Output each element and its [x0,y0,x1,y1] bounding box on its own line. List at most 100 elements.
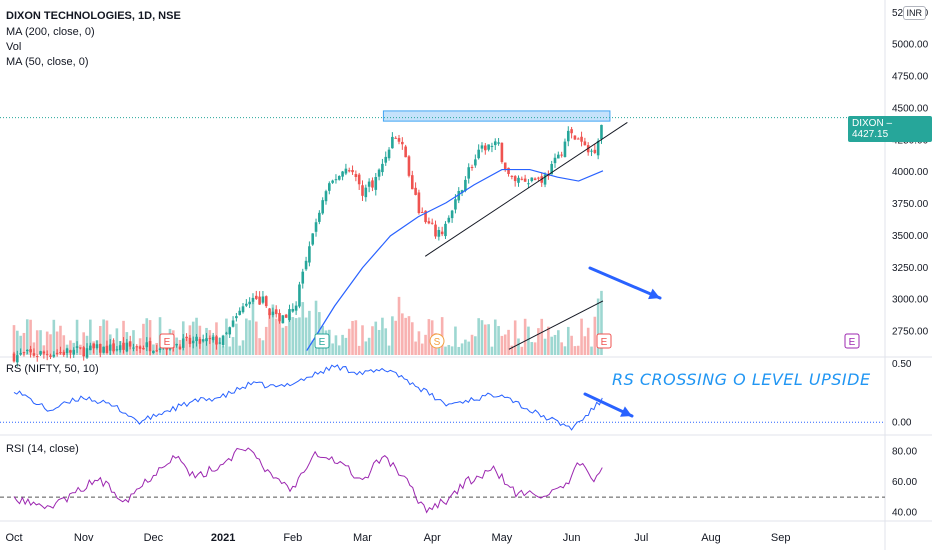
candle-body [470,166,474,168]
candle-body [331,180,334,183]
time-tick-label: Nov [74,532,94,544]
candle-body [95,344,99,348]
candle-body [311,233,315,245]
time-tick-label: Jun [563,532,581,544]
price-tick-label: 2750.00 [892,327,929,338]
volume-bar [374,321,378,355]
volume-bar [35,330,39,355]
volume-bar [268,312,271,355]
volume-bar [543,338,547,355]
candle-body [62,351,66,355]
candle-body [211,336,215,341]
candle-body [474,159,477,166]
volume-bar [394,320,397,355]
candle-body [258,296,261,305]
volume-bar [201,339,205,355]
earnings-marker [314,333,330,349]
volume-bar [145,318,149,355]
candle-body [354,174,358,177]
volume-bar [470,334,474,355]
candle-body [294,305,298,311]
resistance-zone-layer[interactable] [382,110,611,122]
candle-body [437,230,441,237]
time-tick-label: Feb [283,532,302,544]
candle-body [444,223,447,237]
candle-body [175,344,178,346]
candle-body [79,347,82,349]
volume-bar [364,341,368,355]
candle-body [547,174,550,177]
candle-body [357,174,361,185]
candle-body [22,352,26,354]
volume-bar [75,319,79,355]
candle-body [454,199,457,210]
price-tick-label: 4000.00 [892,167,929,178]
candle-body [138,346,142,349]
candle-body [530,177,534,182]
candle-body [298,284,301,307]
volume-bar [503,334,507,355]
candle-body [65,348,69,354]
rs-pane-label: RS (NIFTY, 50, 10) [6,363,99,375]
volume-bar [550,336,553,355]
candle-body [195,336,198,342]
candle-body [503,162,507,170]
candle-body [557,154,560,159]
volume-bar [52,319,56,355]
candle-body [583,141,587,146]
candle-body [318,212,321,222]
candle-body [550,163,553,175]
volume-bar [520,346,524,355]
candle-body [324,191,328,202]
candle-body [39,351,42,355]
volume-bar [45,331,49,355]
candle-body [520,178,524,180]
candle-body [12,353,16,362]
volume-bar [79,344,82,355]
volume-bar [281,327,285,355]
volume-bar [444,346,447,355]
last-price-tag: DIXON – 4427.15 [848,116,932,142]
volume-bar [447,344,451,355]
volume-bar [560,342,563,355]
candle-body [215,336,218,345]
volume-bar [557,330,560,355]
candle-body [274,309,278,315]
time-tick-label: Jul [634,532,648,544]
volume-bar [132,330,135,355]
candle-body [135,346,139,348]
candle-body [510,175,514,177]
candle-body [301,271,305,284]
split-marker-letter: S [434,337,441,348]
candle-body [570,129,573,134]
volume-bar [314,300,318,355]
volume-bar [357,345,361,355]
earnings-marker-letter: E [601,337,608,348]
volume-bar [500,335,504,355]
volume-bar [391,316,394,355]
candle-body [430,222,434,224]
volume-bar [464,339,467,355]
candle-body [221,335,225,346]
candle-body [563,141,567,157]
time-tick-label: Mar [353,532,372,544]
candle-body [593,149,597,153]
volume-bar [437,343,441,355]
volume-bar [29,319,32,355]
time-tick-label: Apr [424,532,441,544]
legend-ma200: MA (200, close, 0) [6,26,95,38]
candle-body [450,210,454,219]
volume-bar [354,320,358,355]
candle-body [457,190,461,201]
currency-button[interactable]: INR [902,6,926,20]
volume-bar [152,344,155,355]
volume-bar [454,326,457,355]
candle-body [321,200,324,214]
candle-body [254,295,258,299]
volume-bar [381,317,384,355]
candle-body [248,301,251,305]
candle-body [480,145,484,149]
candle-body [155,350,159,352]
